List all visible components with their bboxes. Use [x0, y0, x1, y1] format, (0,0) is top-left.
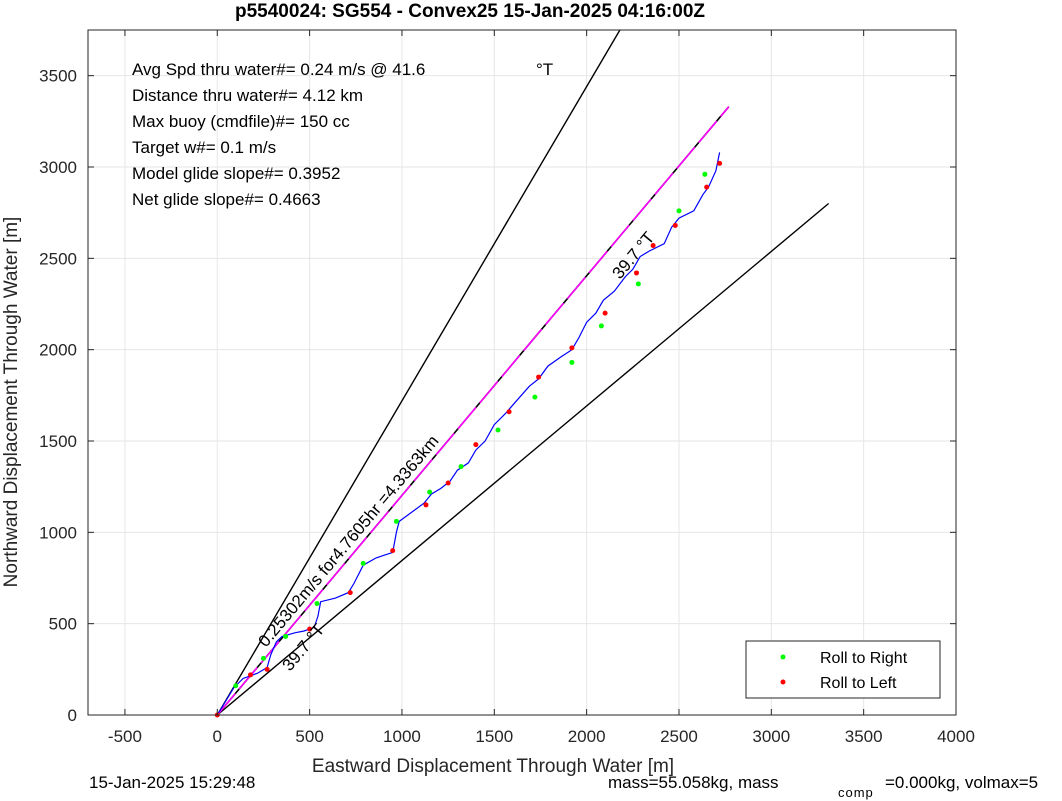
heading-wedge-line	[216, 29, 830, 716]
grid	[88, 30, 957, 716]
footer-mass-comp: =0.000kg, volmax=5	[885, 773, 1038, 792]
annotation-deg-t: °T	[536, 60, 553, 79]
axes-box	[87, 29, 957, 716]
x-tick-label: 2000	[568, 727, 606, 746]
x-tick-label: 3000	[752, 727, 790, 746]
roll-left-point	[506, 409, 512, 415]
roll-left-point	[248, 672, 254, 678]
y-tick-label: 2000	[39, 341, 77, 360]
roll-right-point	[260, 655, 266, 661]
x-tick-label: 4000	[937, 727, 975, 746]
roll-right-point	[458, 464, 464, 470]
speed-distance-label: 0.25302m/s for4.7605hr =4.3363km	[255, 432, 443, 651]
chart-title: p5540024: SG554 - Convex25 15-Jan-2025 0…	[235, 1, 705, 22]
tick-labels: -500 0 500 1000 1500 2000 2500 3000 3500 4000 0 500…	[39, 30, 975, 746]
footer-comp-subscript: comp	[838, 785, 874, 800]
x-axis-label: Eastward Displacement Through Water [m]	[312, 756, 674, 777]
roll-left-point	[445, 480, 451, 486]
legend-label-roll-left: Roll to Left	[820, 675, 897, 692]
roll-right-point	[314, 601, 320, 607]
legend: Roll to Right Roll to Left	[745, 640, 941, 699]
legend-marker-roll-right	[780, 654, 786, 660]
y-tick-label: 3000	[39, 158, 77, 177]
annotation-max-buoy: Max buoy (cmdfile)#= 150 cc	[132, 112, 350, 131]
x-tick-label: 2500	[660, 727, 698, 746]
legend-marker-roll-left	[780, 679, 786, 685]
annotation-avg-speed: Avg Spd thru water#= 0.24 m/s @ 41.6	[132, 60, 425, 79]
roll-right-point	[676, 208, 682, 214]
roll-left-point	[307, 626, 313, 632]
y-tick-label: 3500	[39, 67, 77, 86]
model-track-line	[216, 106, 730, 716]
y-tick-label: 500	[49, 615, 77, 634]
roll-left-point	[717, 160, 723, 166]
roll-left-point	[473, 442, 479, 448]
y-tick-label: 0	[68, 706, 77, 725]
roll-right-point	[233, 683, 239, 689]
x-tick-label: 1500	[475, 727, 513, 746]
roll-left-point	[569, 345, 575, 351]
y-axis-label: Northward Displacement Through Water [m]	[1, 217, 22, 588]
glider-track-line	[216, 152, 721, 716]
roll-left-point	[347, 590, 353, 596]
x-tick-label: 500	[295, 727, 323, 746]
x-tick-label: -500	[108, 727, 142, 746]
y-tick-label: 1500	[39, 432, 77, 451]
legend-box	[745, 640, 941, 699]
roll-right-point	[702, 171, 708, 177]
roll-right-point	[427, 489, 433, 495]
annotation-target-w: Target w#= 0.1 m/s	[132, 138, 276, 157]
x-tick-label: 0	[213, 727, 222, 746]
roll-right-point	[360, 560, 366, 566]
footer-timestamp: 15-Jan-2025 15:29:48	[89, 773, 255, 792]
roll-right-point	[393, 518, 399, 524]
roll-left-point	[704, 184, 710, 190]
y-tick-label: 1000	[39, 523, 77, 542]
annotation-distance: Distance thru water#= 4.12 km	[132, 86, 363, 105]
annotation-block: Avg Spd thru water#= 0.24 m/s @ 41.6 °T …	[132, 60, 553, 209]
roll-left-point	[634, 270, 640, 276]
roll-left-point	[536, 374, 542, 380]
roll-left-point	[423, 502, 429, 508]
roll-left-point	[672, 222, 678, 228]
x-tick-label: 1000	[383, 727, 421, 746]
roll-right-point	[598, 323, 604, 329]
annotation-model-glide: Model glide slope#= 0.3952	[132, 164, 340, 183]
y-tick-label: 2500	[39, 249, 77, 268]
plot-area	[214, 29, 830, 718]
legend-label-roll-right: Roll to Right	[820, 650, 908, 667]
roll-right-point	[283, 633, 289, 639]
roll-left-point	[602, 310, 608, 316]
roll-right-point	[635, 281, 641, 287]
roll-left-point	[264, 666, 270, 672]
annotation-net-glide: Net glide slope#= 0.4663	[132, 190, 321, 209]
roll-right-point	[495, 427, 501, 433]
roll-right-point	[532, 394, 538, 400]
footer-mass: mass=55.058kg, mass	[608, 773, 779, 792]
heading-label-upper: 39.7 °T	[609, 228, 659, 282]
x-tick-label: 3500	[845, 727, 883, 746]
roll-left-point	[390, 548, 396, 554]
roll-left-point	[650, 243, 656, 249]
roll-right-point	[569, 359, 575, 365]
